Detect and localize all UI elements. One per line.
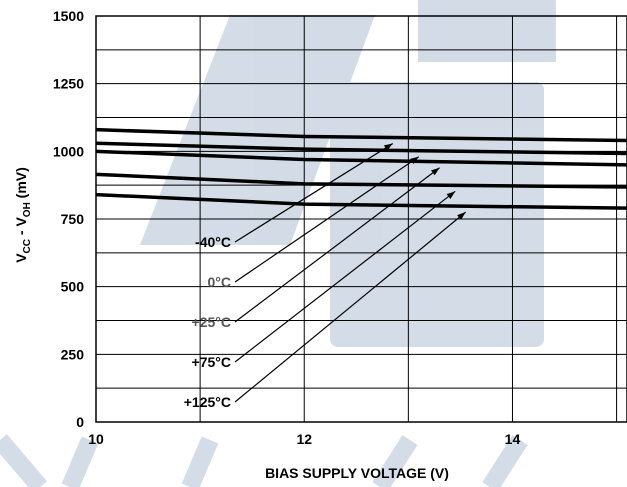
- callout-line: [234, 143, 394, 243]
- y-tick-label: 0: [76, 414, 84, 430]
- series-label: -40°C: [195, 234, 231, 250]
- callout-line: [234, 156, 420, 283]
- series-label: 0°C: [208, 274, 232, 290]
- y-axis-title-cc: CC: [22, 239, 33, 253]
- series-line: [95, 141, 627, 156]
- y-tick-label: 1250: [53, 76, 84, 92]
- grid: [96, 15, 627, 423]
- plot-frame: [95, 15, 627, 423]
- watermark-bottom-strokes: [0, 434, 528, 487]
- series-lines: [95, 127, 627, 210]
- callout-line: [234, 167, 440, 323]
- y-axis-title: VCC - VOH (mV): [13, 167, 33, 263]
- callout-arrowhead: [430, 167, 440, 176]
- callout-arrowhead: [410, 156, 419, 165]
- y-tick-label: 1000: [53, 143, 84, 159]
- series-label: +25°C: [192, 314, 231, 330]
- series-line: [95, 127, 627, 143]
- series-label: +125°C: [184, 394, 231, 410]
- series-label: +75°C: [192, 354, 231, 370]
- y-tick-labels: 0 250 500 750 1000 1250 1500: [53, 8, 84, 430]
- callout-arrowhead: [383, 143, 393, 151]
- series-line: [95, 172, 627, 189]
- callout-arrowhead: [457, 212, 466, 220]
- x-tick-label: 12: [296, 431, 312, 447]
- x-tick-labels: 10 12 14: [88, 431, 520, 447]
- callout-line: [234, 190, 456, 363]
- x-axis-title: BIAS SUPPLY VOLTAGE (V): [265, 465, 449, 481]
- y-tick-label: 1500: [53, 8, 84, 24]
- y-axis-title-unit: (mV): [13, 167, 29, 202]
- watermark-shape-right: [330, 82, 544, 347]
- callout-line: [234, 211, 466, 403]
- series-line: [95, 192, 627, 210]
- y-tick-label: 500: [61, 279, 85, 295]
- y-axis-title-v: V: [13, 253, 29, 263]
- x-tick-label: 10: [88, 431, 104, 447]
- series-line: [95, 149, 627, 167]
- watermark-shape-left: [140, 15, 375, 245]
- watermark: [0, 0, 556, 487]
- watermark-shape-top: [418, 0, 556, 62]
- callout-arrows: -40°C 0°C +25°C +75°C +125°C: [184, 143, 466, 410]
- y-axis-title-oh: OH: [22, 202, 33, 217]
- y-tick-label: 250: [61, 346, 85, 362]
- x-tick-label: 14: [505, 431, 521, 447]
- callout-arrowhead: [446, 191, 456, 199]
- y-tick-label: 750: [61, 211, 85, 227]
- y-axis-title-mid: - V: [13, 217, 29, 239]
